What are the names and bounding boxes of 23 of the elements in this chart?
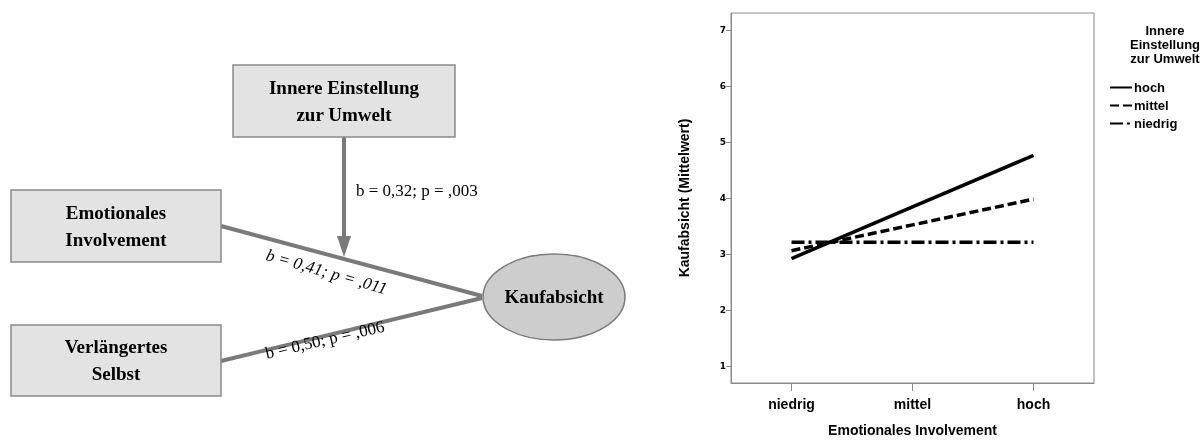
y-tick-label: 3	[719, 249, 726, 260]
legend-label: hoch	[1134, 80, 1166, 95]
x-tick-label: mittel	[893, 396, 932, 412]
text: b = 0,32; p = ,003	[356, 181, 478, 200]
x-tick-label: niedrig	[768, 396, 815, 412]
text: b = 0,50; p = ,006	[263, 316, 387, 363]
legend-label: niedrig	[1134, 116, 1178, 131]
text: Innere Einstellung zur Umwelt	[268, 76, 420, 125]
y-tick-label: 7	[719, 24, 726, 35]
x-axis-title: Emotionales Involvement	[828, 422, 998, 438]
y-tick-label: 6	[719, 80, 726, 91]
y-tick-label: 4	[719, 193, 726, 203]
text: Verlängertes Selbst	[64, 336, 168, 384]
y-tick-label: 2	[719, 305, 726, 316]
y-tick-label: 1	[719, 361, 726, 372]
legend-title: Innere Einstellung zur Umwelt	[1129, 22, 1201, 66]
x-tick-label: hoch	[1016, 396, 1051, 412]
y-tick-label: 5	[719, 136, 726, 147]
text: Kaufabsicht	[504, 286, 605, 307]
legend-label: mittel	[1134, 98, 1169, 113]
text: b = 0,41; p = ,011	[263, 245, 390, 299]
text: Emotionales Involvement	[65, 201, 168, 250]
y-axis-title: Kaufabsicht (Mittelwert)	[676, 118, 692, 278]
